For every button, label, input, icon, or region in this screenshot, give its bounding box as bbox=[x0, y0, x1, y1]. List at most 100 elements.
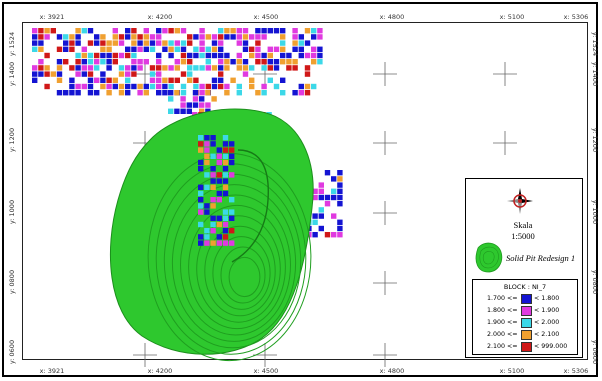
block-cell bbox=[174, 90, 180, 96]
block-cell bbox=[204, 141, 210, 147]
block-cell bbox=[168, 96, 174, 102]
y-tick-left: y: 0800 bbox=[8, 270, 16, 294]
block-cell bbox=[32, 71, 38, 77]
legend-op: <= bbox=[507, 331, 518, 338]
block-cell bbox=[216, 153, 222, 159]
block-cell bbox=[312, 188, 318, 194]
block-cell bbox=[286, 65, 292, 71]
block-cell bbox=[112, 59, 118, 65]
block-cell bbox=[69, 40, 75, 46]
block-cell bbox=[337, 232, 343, 238]
block-cell bbox=[273, 83, 280, 90]
block-cell bbox=[211, 83, 218, 90]
block-cell bbox=[317, 52, 323, 59]
block-cell bbox=[255, 90, 261, 96]
block-cell bbox=[168, 40, 174, 46]
block-cell bbox=[100, 52, 106, 59]
block-cell bbox=[180, 59, 187, 65]
block-cell bbox=[236, 65, 242, 71]
block-cell bbox=[249, 46, 255, 52]
block-cell bbox=[94, 59, 100, 65]
block-cell bbox=[50, 71, 56, 77]
block-cell bbox=[106, 77, 112, 83]
block-cell bbox=[87, 83, 94, 90]
block-cell bbox=[205, 102, 211, 108]
block-cell bbox=[174, 46, 180, 52]
block-cell bbox=[242, 65, 249, 71]
block-cell bbox=[337, 201, 343, 207]
block-cell bbox=[168, 46, 174, 52]
block-cell bbox=[198, 184, 204, 190]
block-cell bbox=[44, 34, 50, 40]
block-cell bbox=[298, 34, 304, 40]
pit-bench-contour bbox=[220, 246, 266, 304]
block-cell bbox=[118, 52, 125, 59]
block-cell bbox=[187, 65, 193, 71]
block-cell bbox=[255, 40, 261, 46]
block-cell bbox=[210, 135, 216, 141]
block-cell bbox=[211, 96, 217, 102]
block-cell bbox=[137, 59, 143, 65]
block-cell bbox=[210, 184, 216, 190]
block-cell bbox=[81, 28, 87, 34]
block-cell bbox=[112, 77, 118, 83]
block-cell bbox=[125, 52, 131, 59]
block-cell bbox=[222, 215, 229, 221]
block-cell bbox=[168, 65, 174, 71]
block-cell bbox=[304, 65, 311, 71]
block-cell bbox=[87, 90, 94, 96]
legend-swatch bbox=[521, 342, 532, 352]
block-cell bbox=[229, 228, 235, 234]
block-cell bbox=[318, 213, 324, 219]
block-cell bbox=[267, 59, 273, 65]
block-cell bbox=[198, 159, 204, 166]
block-cell bbox=[222, 141, 229, 147]
x-tick-bottom: x: 5306 bbox=[564, 367, 589, 375]
block-cell bbox=[94, 90, 100, 96]
block-cell bbox=[75, 65, 81, 71]
block-cell bbox=[280, 40, 286, 46]
block-cell bbox=[44, 65, 50, 71]
block-cell bbox=[222, 159, 229, 166]
block-cell bbox=[94, 34, 100, 40]
block-cell bbox=[230, 77, 236, 83]
block-cell bbox=[198, 203, 204, 209]
block-cell bbox=[149, 83, 156, 90]
block-cell bbox=[318, 194, 324, 201]
block-cell bbox=[211, 34, 218, 40]
block-cell bbox=[211, 77, 218, 83]
block-cell bbox=[44, 71, 50, 77]
block-cell bbox=[311, 28, 317, 34]
block-cell bbox=[137, 40, 143, 46]
block-cell bbox=[292, 40, 298, 46]
block-cell bbox=[211, 40, 218, 46]
block-cell bbox=[304, 52, 311, 59]
block-cell bbox=[229, 147, 235, 153]
block-cell bbox=[63, 59, 69, 65]
block-cell bbox=[204, 240, 210, 246]
block-cell bbox=[32, 34, 38, 40]
block-cell bbox=[180, 108, 186, 114]
block-cell bbox=[125, 65, 131, 71]
block-cell bbox=[249, 52, 255, 59]
x-tick-bottom: x: 5100 bbox=[500, 367, 525, 375]
block-cell bbox=[304, 83, 311, 90]
block-cell bbox=[187, 34, 193, 40]
block-cell bbox=[100, 46, 106, 52]
block-cell bbox=[261, 90, 267, 96]
block-cell bbox=[242, 46, 249, 52]
block-cell bbox=[56, 65, 63, 71]
block-cell bbox=[143, 59, 149, 65]
legend-op: <= bbox=[507, 295, 518, 302]
x-tick-top: x: 4200 bbox=[148, 13, 173, 21]
block-cell bbox=[69, 46, 75, 52]
block-cell bbox=[331, 188, 337, 194]
block-cell bbox=[229, 153, 235, 159]
block-legend: BLOCK : NI_7 1.700 <= < 1.800 1.800 <= <… bbox=[472, 279, 578, 355]
block-cell bbox=[44, 28, 50, 34]
y-tick-left: y: 1400 bbox=[8, 62, 16, 86]
block-cell bbox=[180, 40, 187, 46]
block-cell bbox=[292, 90, 298, 96]
block-cell bbox=[224, 34, 230, 40]
block-cell bbox=[56, 59, 63, 65]
